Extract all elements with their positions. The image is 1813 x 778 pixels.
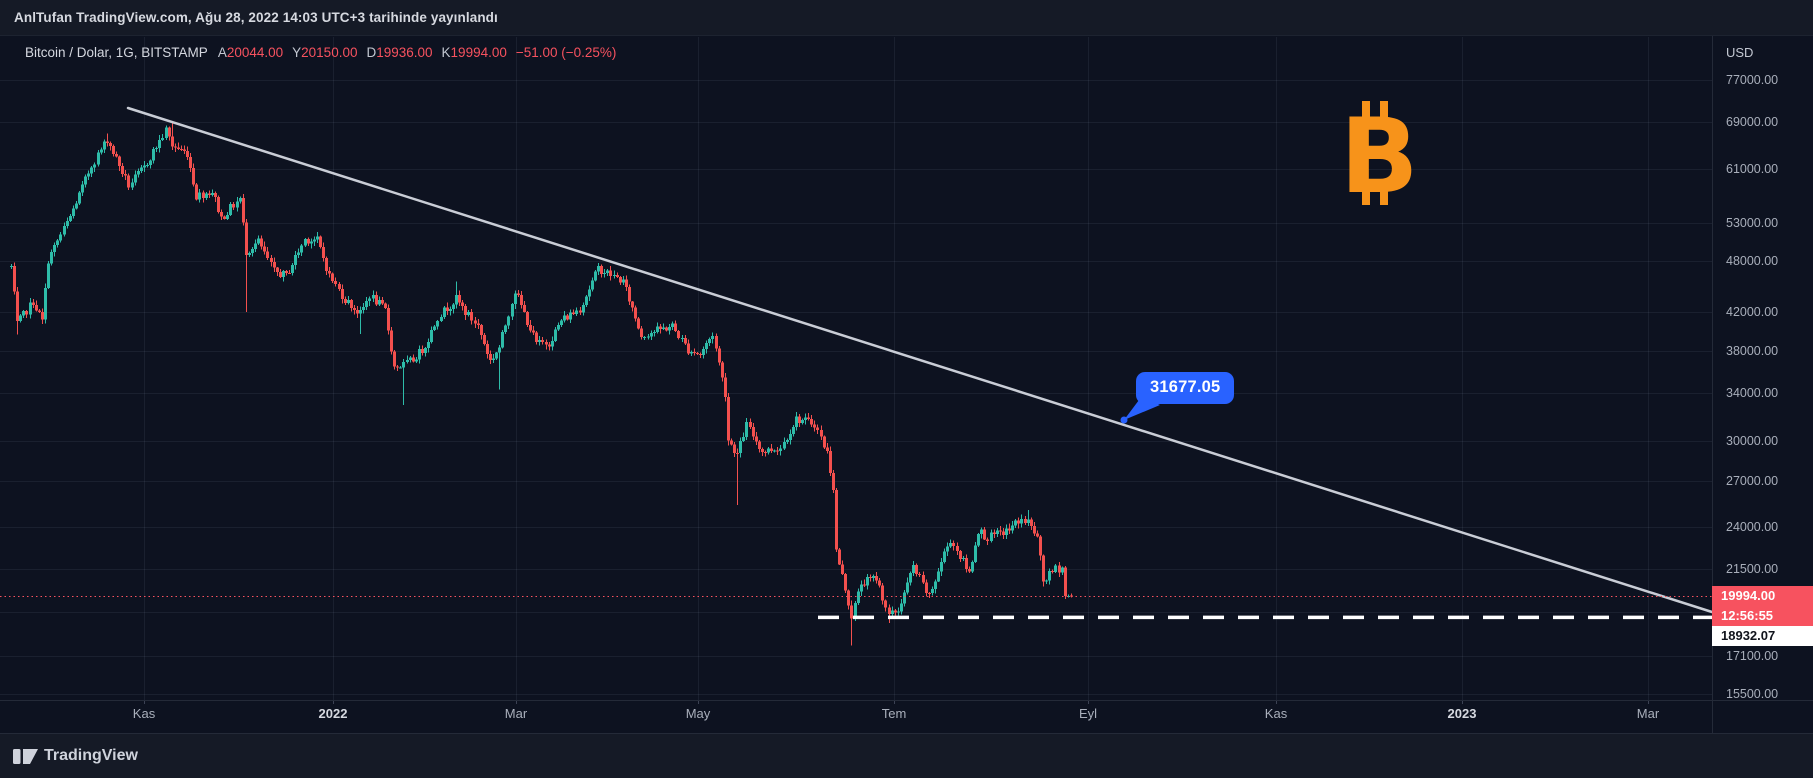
time-axis-label: 2022 (318, 706, 348, 721)
price-axis-label: 21500.00 (1726, 562, 1779, 576)
callout-value: 31677.05 (1150, 378, 1221, 396)
tradingview-brand[interactable]: TradingView (44, 747, 138, 764)
time-axis-label: Kas (132, 706, 156, 721)
descending-trendline[interactable] (126, 106, 1714, 614)
price-axis-label: 30000.00 (1726, 434, 1779, 448)
trendline-price-callout[interactable]: 31677.05 (1136, 372, 1235, 404)
time-axis-label: Mar (1636, 706, 1660, 721)
trendline-anchor-dot (1120, 416, 1128, 424)
ohlc-close: K19994.00 (441, 45, 507, 60)
price-axis-label: 77000.00 (1726, 73, 1779, 87)
tradingview-logo-icon[interactable] (13, 748, 39, 765)
time-axis-label: Tem (881, 706, 907, 721)
price-axis-label: 27000.00 (1726, 474, 1779, 488)
publish-info-text: AnlTufan TradingView.com, Ağu 28, 2022 1… (14, 10, 498, 25)
support-level-label: 18932.07 (1712, 626, 1813, 646)
bitcoin-logo: B (1340, 97, 1419, 217)
ohlc-open: A20044.00 (217, 45, 284, 60)
price-axis-label: 24000.00 (1726, 520, 1779, 534)
time-axis-label: Eyl (1078, 706, 1098, 721)
price-axis-label: 53000.00 (1726, 216, 1779, 230)
price-axis-label: 15500.00 (1726, 687, 1779, 701)
svg-text:B: B (1340, 97, 1419, 217)
price-axis-label: 69000.00 (1726, 115, 1779, 129)
price-axis-label: 42000.00 (1726, 305, 1779, 319)
time-axis-label: May (685, 706, 711, 721)
current-price-value: 19994.00 (1721, 588, 1776, 603)
ohlc-low: D19936.00 (366, 45, 433, 60)
price-axis-label: 38000.00 (1726, 344, 1779, 358)
price-axis-currency-label: USD (1726, 45, 1754, 60)
symbol-legend[interactable]: Bitcoin / Dolar, 1G, BITSTAMP A20044.00 Y2… (25, 45, 616, 60)
price-axis-label: 34000.00 (1726, 386, 1779, 400)
price-change: −51.00 (−0.25%) (515, 45, 617, 60)
price-axis-label: 17100.00 (1726, 649, 1779, 663)
publish-info-bar: AnlTufan TradingView.com, Ağu 28, 2022 1… (0, 0, 1813, 36)
time-axis-label: Mar (504, 706, 528, 721)
time-axis-label: Kas (1264, 706, 1288, 721)
bar-close-countdown: 12:56:55 (1721, 608, 1774, 623)
current-price-label: 19994.00 12:56:55 (1712, 586, 1813, 626)
candles-layer (10, 122, 1073, 646)
symbol-title: Bitcoin / Dolar, 1G, BITSTAMP (25, 45, 208, 60)
price-axis-label: 61000.00 (1726, 162, 1779, 176)
time-axis-label: 2023 (1447, 706, 1477, 721)
price-axis-label: 48000.00 (1726, 254, 1779, 268)
ohlc-high: Y20150.00 (292, 45, 358, 60)
footer-bar: TradingView (0, 733, 1813, 778)
